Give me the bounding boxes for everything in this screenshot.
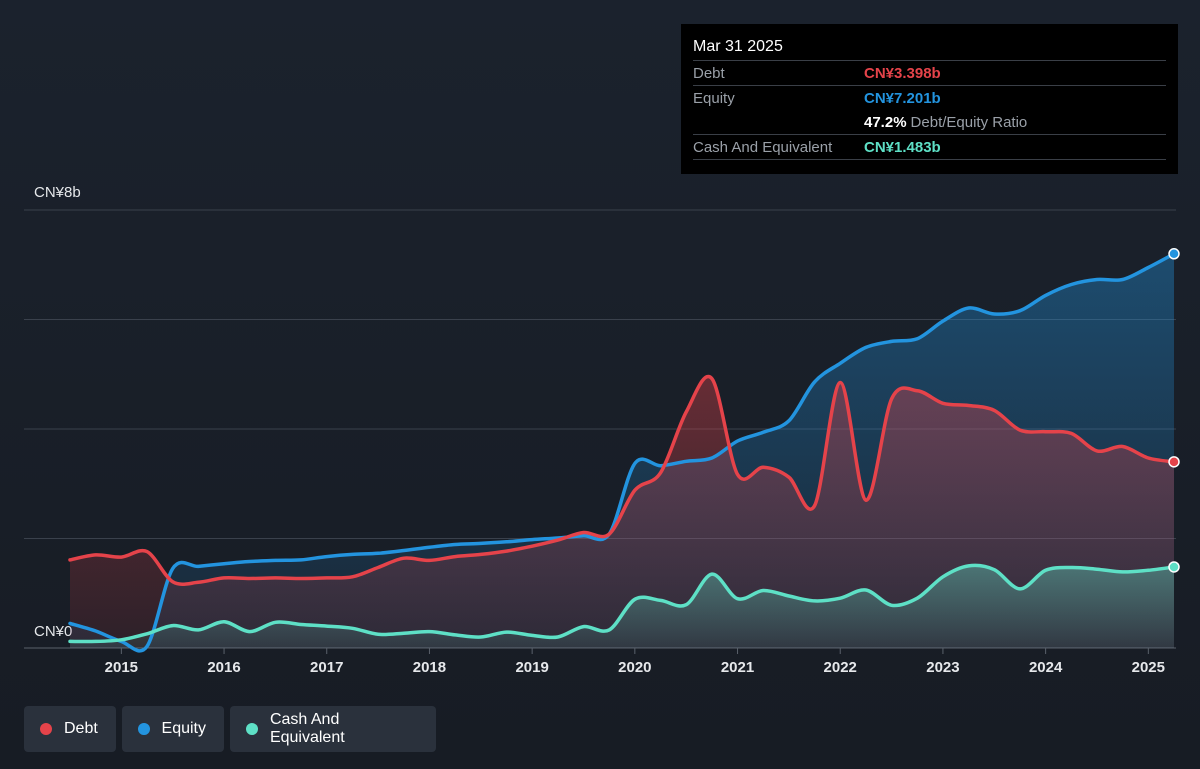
y-axis-bottom-label: CN¥0: [34, 623, 72, 640]
tooltip-debt-value: CN¥3.398b: [864, 64, 941, 82]
equity-series-line: [68, 252, 1176, 653]
debt-series-line: [68, 374, 1176, 587]
legend-item-equity[interactable]: Equity: [122, 706, 224, 752]
series-areas: [70, 253, 1174, 651]
equity-series-end-marker: [1168, 248, 1180, 260]
x-tick-label: 2019: [515, 659, 548, 676]
x-tick-label: 2024: [1029, 659, 1063, 676]
tooltip-date: Mar 31 2025: [693, 38, 783, 55]
tooltip-equity-value: CN¥7.201b: [864, 89, 941, 107]
x-tick-label: 2021: [721, 659, 754, 676]
legend-cash-label: Cash And Equivalent: [269, 711, 345, 746]
cash-dot-icon: [246, 723, 258, 735]
y-axis-top-label: CN¥8b: [34, 184, 81, 201]
equity-dot-icon: [138, 723, 150, 735]
x-tick-label: 2018: [413, 659, 446, 676]
x-axis-ticks: 2015 2016 2017 2018 2019 2020 2021 2022 2023 2024…: [105, 648, 1165, 676]
tooltip-ratio-label: Debt/Equity Ratio: [910, 113, 1028, 131]
x-tick-label: 2020: [618, 659, 651, 676]
legend-equity-label: Equity: [161, 720, 206, 737]
tooltip-equity-label: Equity: [693, 89, 735, 107]
x-tick-label: 2025: [1132, 659, 1165, 676]
tooltip-cash-value: CN¥1.483b: [864, 138, 941, 156]
cash-series-end-marker: [1168, 561, 1180, 573]
x-tick-label: 2017: [310, 659, 343, 676]
x-tick-label: 2016: [207, 659, 240, 676]
legend-debt-label: Debt: [64, 720, 98, 737]
series-end-markers: [1168, 248, 1180, 573]
tooltip-debt-label: Debt: [693, 64, 725, 82]
cash-series-line: [68, 563, 1176, 644]
series-lines: [68, 252, 1176, 653]
chart-legend: Debt Equity Cash And Equivalent: [24, 706, 436, 752]
tooltip-ratio-value: 47.2%: [864, 113, 907, 131]
tooltip-equity-row: Equity CN¥7.201b: [693, 85, 1166, 110]
tooltip-panel: Mar 31 2025 Debt CN¥3.398b Equity CN¥7.2…: [681, 24, 1178, 174]
tooltip-ratio-row: 47.2% Debt/Equity Ratio: [693, 110, 1166, 134]
x-tick-label: 2015: [105, 659, 138, 676]
x-tick-label: 2023: [926, 659, 959, 676]
cash-series-area: [70, 565, 1174, 648]
x-tick-label: 2022: [824, 659, 857, 676]
tooltip-cash-row: Cash And Equivalent CN¥1.483b: [693, 134, 1166, 160]
debt-series-end-marker: [1168, 456, 1180, 468]
tooltip-debt-row: Debt CN¥3.398b: [693, 60, 1166, 85]
debt-dot-icon: [40, 723, 52, 735]
tooltip-cash-label: Cash And Equivalent: [693, 138, 833, 156]
legend-item-debt[interactable]: Debt: [24, 706, 116, 752]
legend-item-cash[interactable]: Cash And Equivalent: [230, 706, 436, 752]
debt-series-area: [70, 376, 1174, 648]
